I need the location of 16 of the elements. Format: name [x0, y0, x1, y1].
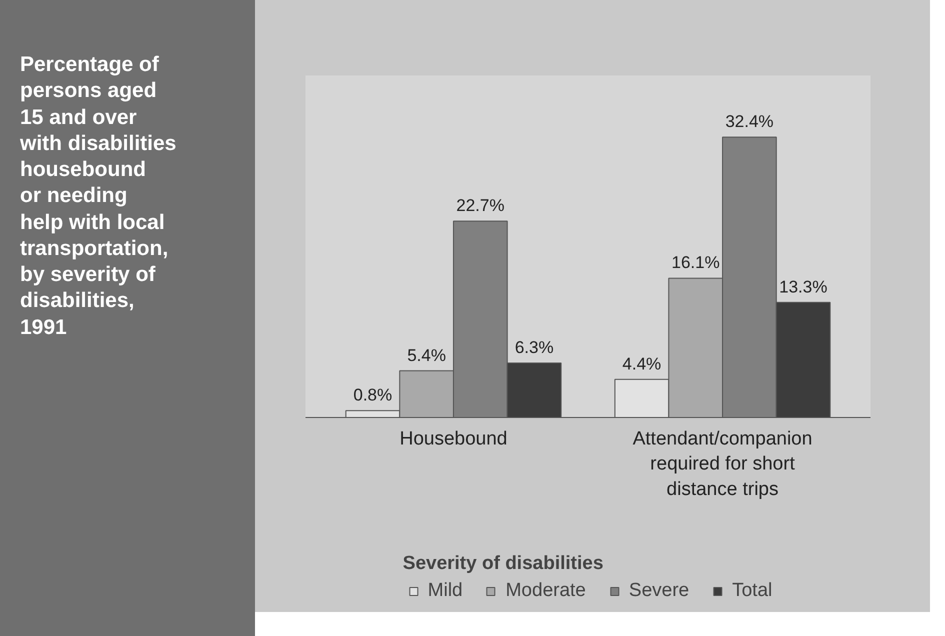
- data-label: 13.3%: [779, 277, 828, 296]
- legend-label: Severe: [628, 580, 690, 602]
- chart-title: Percentage of persons aged 15 and over with disabilities housebound or needing help with local transportation, by severity of disabilities, 1991: [20, 53, 176, 338]
- data-label: 32.4%: [725, 112, 774, 132]
- data-label: 5.4%: [407, 346, 446, 365]
- legend-label: Total: [732, 580, 772, 602]
- x-tick-label: Attendant/companion required for short distance trips: [632, 428, 812, 500]
- data-label: 16.1%: [672, 253, 720, 272]
- x-tick-label: Housebound: [400, 428, 508, 450]
- legend-title: Severity of disabilities: [402, 553, 604, 575]
- data-label: 4.4%: [622, 354, 662, 374]
- legend-label: Moderate: [506, 580, 586, 602]
- legend-label: Mild: [428, 580, 463, 602]
- data-label: 22.7%: [456, 196, 504, 216]
- data-label: 0.8%: [353, 386, 392, 405]
- data-label: 6.3%: [514, 338, 554, 357]
